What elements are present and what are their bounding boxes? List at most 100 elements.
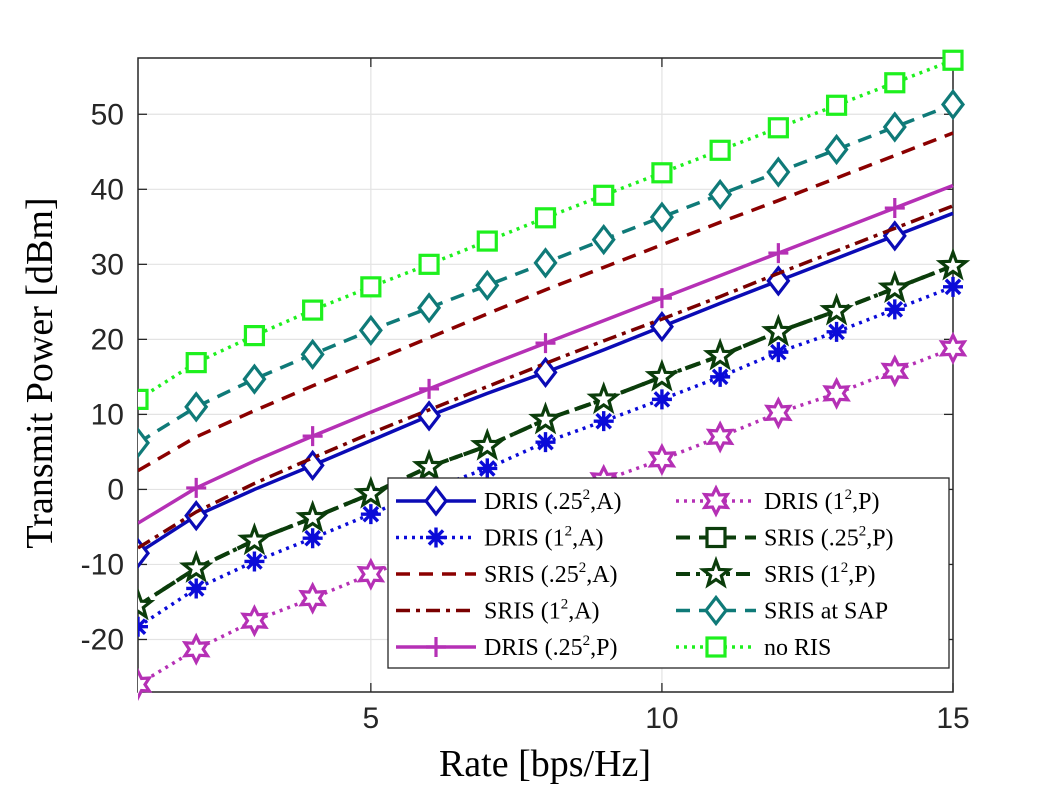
series-9-point-9 — [591, 223, 616, 256]
series-10-point-11 — [709, 139, 731, 161]
legend: DRIS (.252,A) DRIS (12,A) SRIS (.252,A) SRI… — [387, 477, 950, 669]
series-6-point-12 — [764, 396, 793, 430]
series-3-sris-25-a — [138, 131, 954, 473]
series-line-10 — [138, 58, 954, 401]
series-10-point-10 — [651, 162, 673, 184]
legend-swatch-marker — [426, 637, 446, 657]
legend-label: SRIS at SAP — [764, 599, 888, 625]
legend-label: DRIS (.252,A) — [484, 487, 622, 515]
series-9-point-2 — [184, 391, 209, 423]
series-10-point-6 — [418, 253, 440, 275]
legend-swatch-marker — [701, 484, 731, 518]
legend-item-sris-25-a: SRIS (.252,A) — [396, 560, 618, 588]
y-tick-label-50: 50 — [91, 98, 124, 131]
series-6-point-4 — [298, 581, 327, 615]
series-5-point-10 — [651, 288, 672, 309]
series-9-point-10 — [649, 201, 674, 233]
series-6-point-3 — [240, 604, 269, 638]
series-2-point-10 — [651, 389, 672, 410]
legend-label: SRIS (12,P) — [764, 560, 876, 588]
series-2-point-11 — [710, 366, 731, 387]
legend-item-dris-1-a: DRIS (12,A) — [396, 524, 604, 552]
series-6-point-10 — [647, 442, 677, 476]
series-1-point-2 — [184, 500, 209, 532]
series-1-dris-25-a — [138, 211, 954, 569]
series-10-point-5 — [360, 276, 382, 298]
series-2-point-3 — [244, 551, 265, 572]
legend-label: DRIS (12,P) — [764, 487, 880, 515]
legend-swatch-marker — [705, 636, 727, 658]
series-1-point-6 — [417, 400, 442, 432]
series-2-point-13 — [826, 321, 847, 342]
series-9-point-3 — [242, 363, 267, 395]
y-tick-label-10: 10 — [91, 398, 124, 431]
series-8-point-4 — [295, 499, 330, 533]
series-10-point-14 — [884, 72, 906, 94]
series-2-point-7 — [477, 458, 498, 479]
y-tick-label-30: 30 — [91, 248, 124, 281]
series-10-point-8 — [534, 207, 557, 229]
legend-item-dris-25-a: DRIS (.252,A) — [396, 485, 622, 517]
series-2-point-14 — [884, 299, 905, 320]
y-axis-label: Transmit Power [dBm] — [19, 197, 61, 548]
series-line-6 — [138, 346, 954, 686]
series-5-point-6 — [419, 378, 440, 399]
series-4-sris-1-a — [138, 204, 954, 550]
series-9-point-8 — [533, 247, 558, 279]
series-9-point-11 — [708, 178, 733, 211]
series-10-point-9 — [593, 184, 615, 206]
legend-label: SRIS (.252,P) — [764, 524, 894, 552]
series-10-point-3 — [243, 325, 266, 347]
legend-swatch-marker — [426, 527, 446, 548]
y-tick-label--10: -10 — [81, 548, 124, 581]
series-10-point-13 — [825, 94, 848, 116]
series-8-point-1 — [138, 587, 156, 621]
series-9-point-1 — [138, 427, 151, 459]
legend-label: DRIS (.252,P) — [484, 633, 618, 661]
series-8-point-6 — [411, 448, 447, 482]
series-8-point-3 — [237, 522, 272, 556]
series-5-point-2 — [186, 477, 207, 498]
y-tick-label-0: 0 — [107, 473, 124, 506]
series-10-point-12 — [767, 117, 789, 139]
legend-label: SRIS (.252,A) — [484, 560, 618, 588]
series-8-point-14 — [877, 270, 913, 304]
legend-label: DRIS (12,A) — [484, 524, 604, 552]
series-9-point-14 — [882, 111, 907, 143]
y-tick-label-20: 20 — [91, 323, 124, 356]
series-6-point-2 — [181, 632, 211, 666]
series-5-dris-25-p — [138, 183, 954, 525]
series-2-point-9 — [593, 411, 614, 432]
series-8-point-8 — [528, 401, 563, 435]
series-8-point-11 — [702, 337, 738, 371]
legend-item-sris-1-a: SRIS (12,A) — [396, 597, 600, 625]
legend-item-no-ris: no RIS — [676, 635, 831, 661]
series-6-point-11 — [705, 420, 735, 454]
series-6-point-13 — [822, 376, 851, 410]
series-8-point-15 — [935, 247, 971, 281]
series-10-point-7 — [476, 230, 498, 252]
series-6-point-5 — [356, 557, 386, 591]
legend-item-sris-25-p: SRIS (.252,P) — [676, 524, 894, 552]
series-9-point-7 — [475, 269, 500, 301]
legend-item-sris-1-p: SRIS (12,P) — [676, 555, 876, 589]
series-8-point-13 — [819, 292, 854, 326]
legend-swatch-marker — [698, 555, 734, 589]
series-line-3 — [138, 131, 954, 473]
series-10-point-4 — [302, 299, 324, 321]
series-line-8 — [138, 263, 954, 608]
series-2-point-2 — [186, 578, 207, 599]
series-9-point-15 — [940, 88, 966, 121]
series-10-no-ris — [138, 49, 964, 410]
legend-swatch-marker — [423, 485, 449, 517]
series-line-4 — [138, 204, 954, 550]
series-5-point-14 — [884, 198, 905, 219]
legend-swatch-marker — [705, 526, 727, 549]
series-9-point-12 — [766, 156, 791, 188]
series-2-point-5 — [360, 504, 381, 525]
series-8-sris-1-p — [138, 247, 971, 621]
x-tick-label-15: 15 — [936, 702, 969, 735]
series-9-point-4 — [300, 338, 325, 370]
